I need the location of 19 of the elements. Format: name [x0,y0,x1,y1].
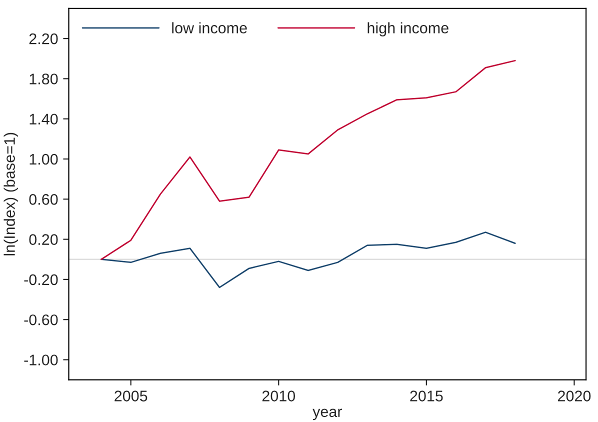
x-tick-label: 2020 [558,390,591,402]
x-tick-label: 2015 [410,390,443,402]
legend-label: high income [368,22,448,36]
y-tick-label: 1.00 [30,154,58,165]
legend-label: low income [172,22,247,34]
line-series [100,232,516,288]
y-tick-label: -0.20 [24,274,58,286]
y-tick-label: -1.00 [24,354,58,366]
y-axis-title: ln(Index) (base=1) [4,132,18,256]
y-tick-label: 1.80 [30,74,58,84]
x-axis-title: year [312,408,342,420]
y-tick-label: -0.60 [24,314,58,326]
x-tick-label: 2005 [114,390,148,402]
x-tick-label: 2010 [262,390,296,402]
y-tick-label: 0.60 [29,194,58,205]
line-series [100,60,516,260]
y-tick-label: 0.20 [29,234,58,245]
y-tick-label: 2.20 [29,33,58,44]
y-tick-label: 1.40 [30,114,58,125]
